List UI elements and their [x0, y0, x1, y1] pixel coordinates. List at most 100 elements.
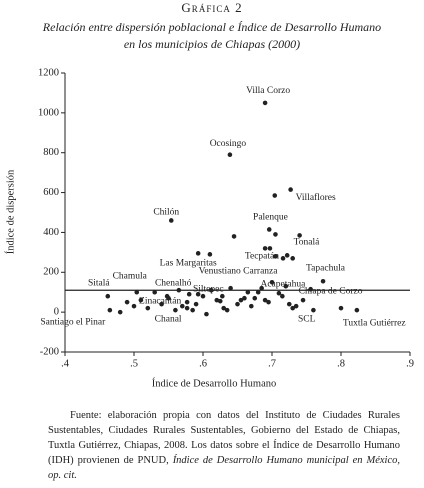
point — [176, 287, 182, 293]
point-label: Chenalhó — [155, 278, 192, 288]
chart-subtitle: en los municipios de Chiapas (2000) — [124, 37, 300, 51]
point — [228, 285, 233, 291]
point — [249, 303, 254, 309]
point — [259, 285, 264, 291]
point — [217, 298, 223, 304]
point — [195, 251, 201, 256]
point-label: Sitalá — [88, 278, 110, 288]
point — [276, 290, 282, 296]
y-axis-label: Índice de dispersión — [4, 169, 16, 254]
point-label: Las Margaritas — [160, 259, 217, 269]
point — [124, 299, 130, 305]
point — [262, 100, 268, 106]
point-label: Tecpatán — [245, 252, 279, 262]
point — [273, 232, 278, 237]
point — [320, 278, 326, 284]
chart-title: Gráfica 2 — [181, 0, 242, 15]
point — [117, 309, 123, 315]
point — [207, 252, 213, 257]
point — [238, 297, 244, 303]
point — [297, 233, 302, 238]
point — [220, 293, 225, 299]
point — [159, 301, 164, 307]
point — [269, 279, 275, 285]
point — [235, 301, 240, 307]
x-tick-label: .5 — [130, 358, 138, 369]
point — [242, 295, 247, 301]
point — [308, 286, 313, 292]
point — [105, 293, 111, 299]
y-tick-label: 800 — [43, 147, 59, 158]
y-tick-label: 1000 — [38, 107, 59, 118]
point — [293, 303, 299, 309]
point — [290, 305, 296, 311]
point-label: Venustiano Carranza — [199, 267, 279, 277]
point-label: Villa Corzo — [246, 86, 290, 96]
point — [138, 297, 144, 303]
point — [134, 289, 140, 295]
point — [231, 234, 237, 239]
point-label: SCL — [298, 314, 316, 324]
y-tick-label: 1200 — [38, 67, 59, 78]
y-tick-label: -200 — [40, 346, 59, 357]
point — [227, 152, 233, 158]
point — [200, 293, 206, 299]
x-tick-label: .9 — [406, 358, 414, 369]
point-label: Ocosingo — [210, 139, 247, 149]
point — [221, 305, 226, 311]
point-label: Chiapa de Corzo — [299, 286, 363, 296]
y-tick-label: 400 — [43, 227, 59, 238]
point — [283, 283, 289, 289]
point — [288, 187, 293, 192]
chart-subtitle: Relación entre dispersión poblacional e … — [42, 20, 381, 34]
y-tick-label: 200 — [43, 267, 59, 278]
point — [284, 253, 290, 258]
point — [180, 303, 185, 309]
point — [290, 256, 296, 261]
point-label: Acapetahua — [260, 279, 306, 289]
point — [311, 307, 316, 313]
point — [300, 297, 306, 303]
point — [280, 256, 286, 261]
point-label: Villaflores — [296, 192, 336, 203]
point — [145, 305, 151, 311]
point — [266, 227, 272, 232]
point — [266, 299, 271, 305]
point — [252, 295, 258, 301]
x-axis-label: Índice de Desarrollo Humano — [152, 377, 277, 389]
point — [245, 289, 251, 295]
point — [204, 311, 209, 317]
point — [173, 307, 178, 313]
point — [184, 299, 190, 305]
point — [195, 291, 201, 297]
point — [208, 287, 214, 293]
point — [168, 218, 174, 223]
source-title: Índice de Desarrollo Humano municipal en… — [48, 455, 400, 481]
point-label: Palenque — [253, 213, 288, 223]
point — [131, 303, 137, 309]
x-tick-label: .6 — [199, 358, 207, 369]
point — [164, 293, 170, 299]
point — [262, 246, 268, 251]
point — [262, 297, 268, 303]
source-note: Fuente: elaboración propia con datos del… — [48, 408, 400, 483]
point — [184, 305, 190, 311]
x-tick-label: .4 — [61, 358, 70, 369]
y-tick-label: 0 — [54, 307, 59, 318]
point — [255, 289, 261, 295]
point — [186, 291, 192, 297]
x-tick-label: .7 — [268, 358, 276, 369]
point-label: Chamula — [113, 271, 148, 281]
point — [338, 305, 344, 311]
point — [224, 307, 230, 313]
point — [152, 289, 157, 295]
point-label: Tuxtla Gutiérrez — [343, 318, 406, 328]
x-tick-label: .8 — [337, 358, 345, 369]
point-label: Tapachula — [306, 263, 346, 273]
point — [273, 254, 278, 259]
point — [214, 297, 220, 303]
point-label: Siltepec — [193, 284, 224, 294]
point-label: Chanal — [155, 314, 182, 324]
point-label: Tonalá — [294, 238, 320, 248]
point — [193, 301, 199, 307]
